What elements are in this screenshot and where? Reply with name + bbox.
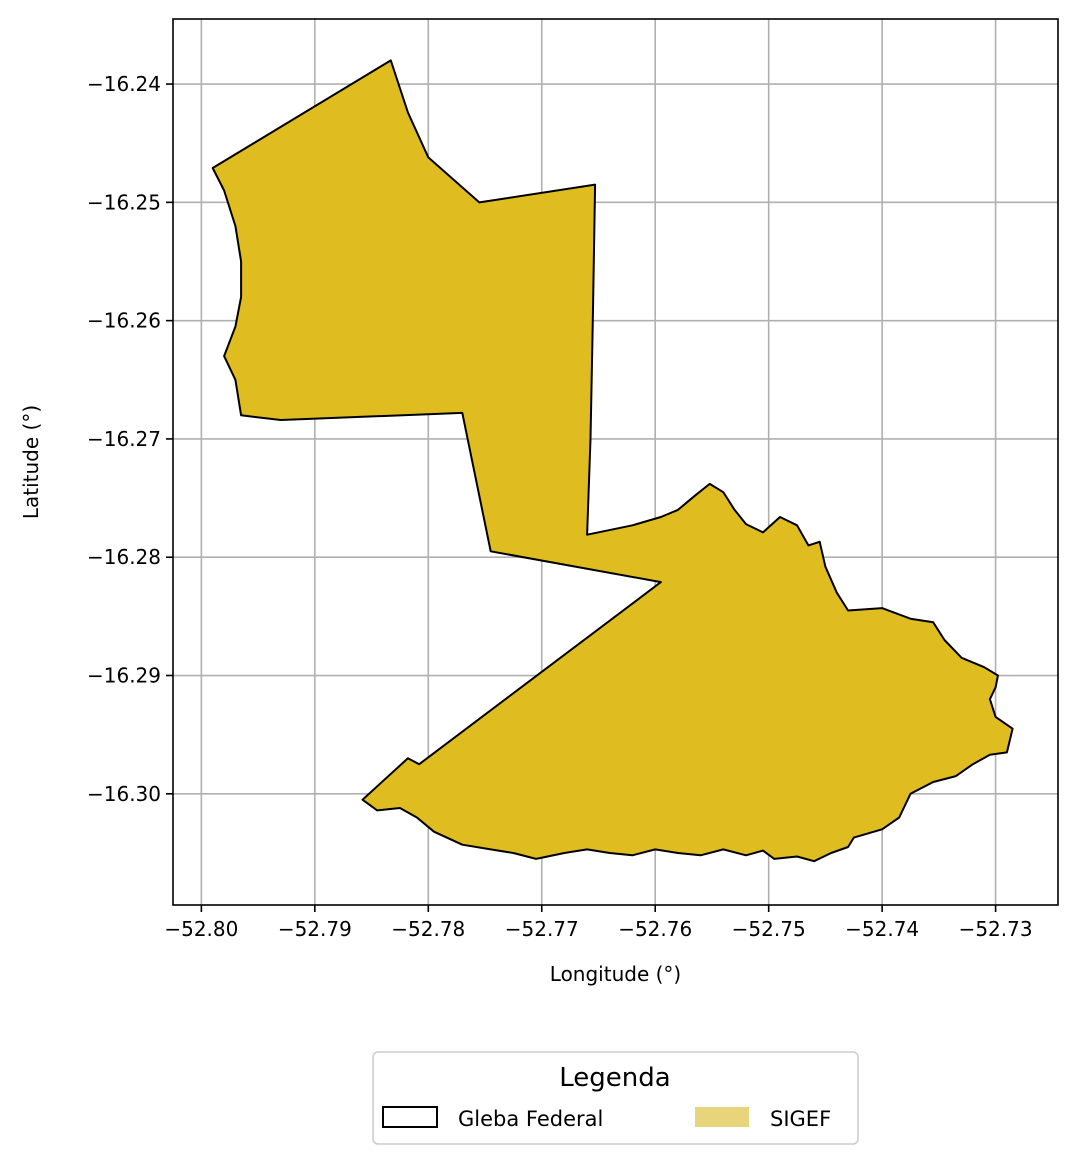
x-tick-label: −52.73: [959, 917, 1033, 941]
y-tick-label: −16.24: [87, 72, 161, 96]
x-tick-label: −52.77: [505, 917, 579, 941]
legend-swatch-sigef: [695, 1107, 749, 1127]
legend-swatch-gleba-federal: [382, 1106, 438, 1128]
y-tick-label: −16.25: [87, 190, 161, 214]
tick-layer: −52.80 −52.79 −52.78 −52.77 −52.76 −52.75 −52.…: [87, 72, 1033, 941]
y-tick-label: −16.28: [87, 545, 161, 569]
gleba-federal-polygon: [211, 59, 1014, 863]
y-tick-label: −16.29: [87, 664, 161, 688]
x-axis-title: Longitude (°): [550, 962, 681, 986]
x-tick-label: −52.80: [164, 917, 238, 941]
x-tick-label: −52.76: [618, 917, 692, 941]
legend: Legenda Gleba Federal SIGEF: [372, 1051, 859, 1145]
y-axis-title: Latitude (°): [19, 405, 43, 519]
legend-label-sigef: SIGEF: [770, 1107, 831, 1131]
y-tick-label: −16.30: [87, 782, 161, 806]
y-tick-label: −16.26: [87, 309, 161, 333]
legend-title: Legenda: [559, 1063, 670, 1093]
legend-label-gleba-federal: Gleba Federal: [458, 1107, 603, 1131]
axes-frame: [172, 18, 1059, 906]
x-tick-label: −52.78: [391, 917, 465, 941]
polygon-layer: [211, 59, 1014, 863]
y-tick-label: −16.27: [87, 427, 161, 451]
x-tick-label: −52.79: [278, 917, 352, 941]
x-tick-label: −52.74: [845, 917, 919, 941]
x-tick-label: −52.75: [732, 917, 806, 941]
